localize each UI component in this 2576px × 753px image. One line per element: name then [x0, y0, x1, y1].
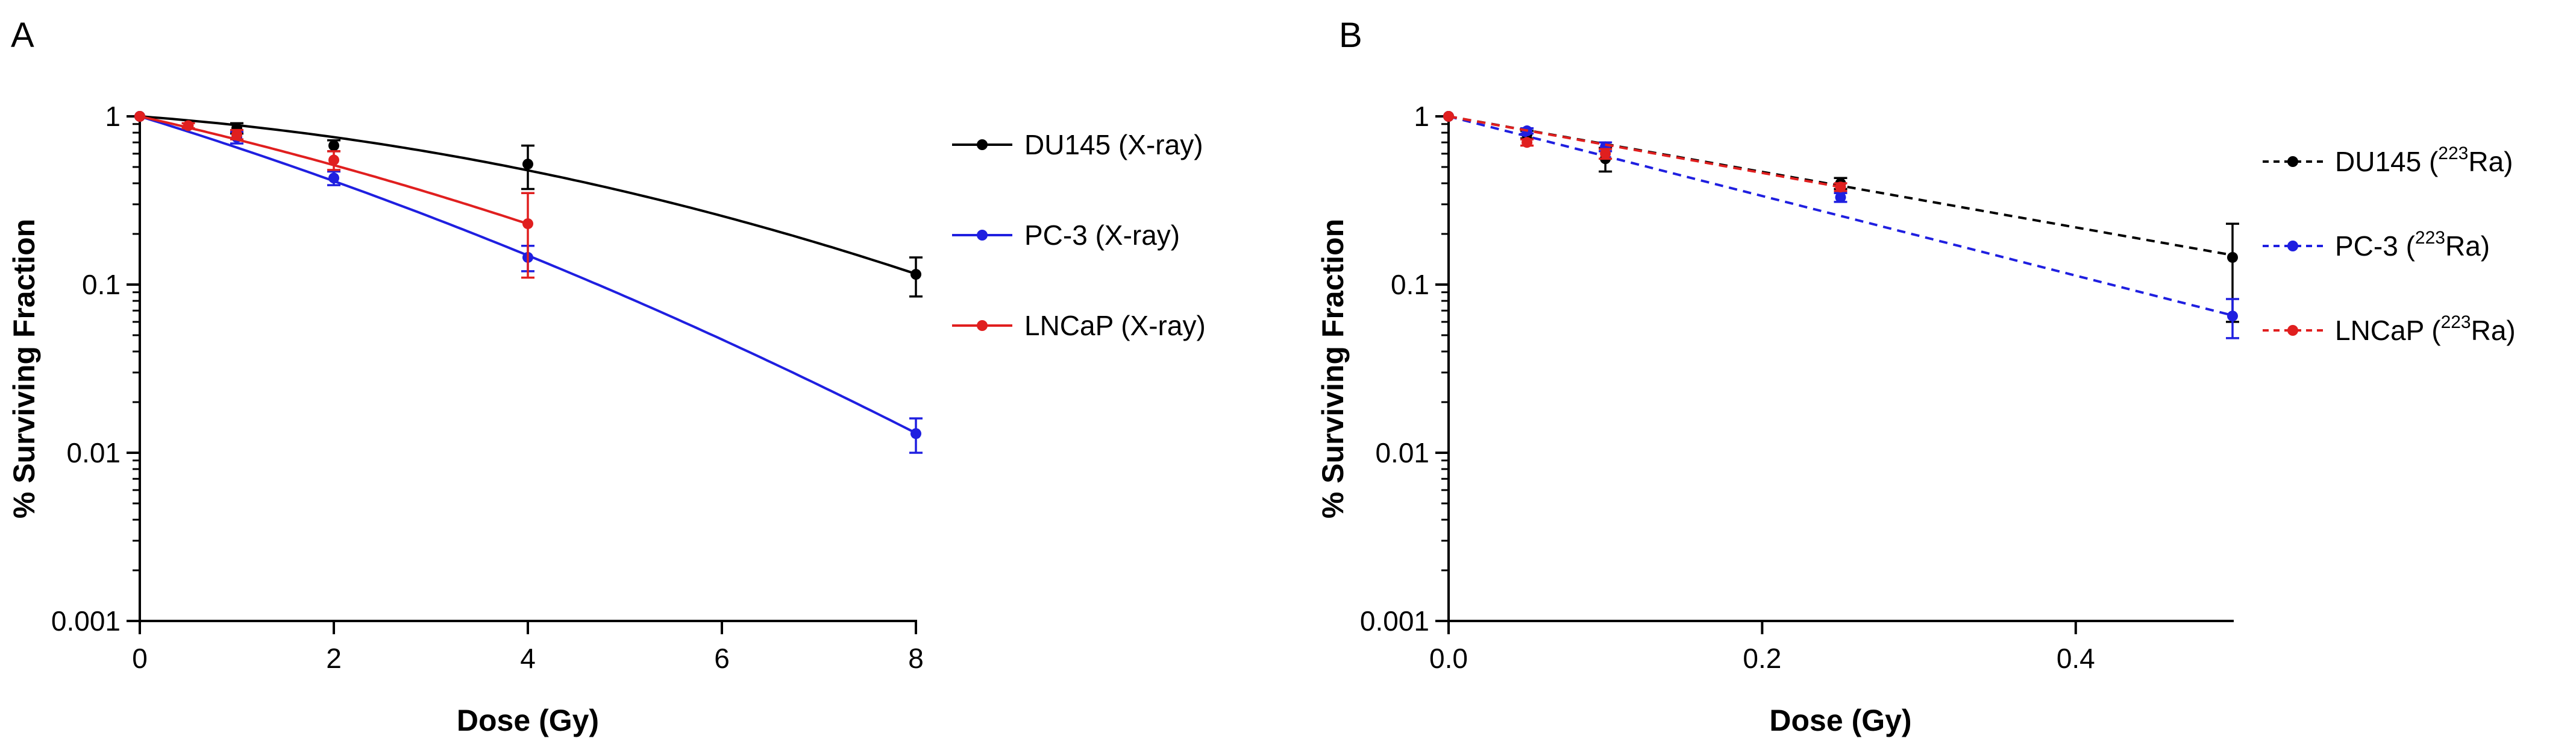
- y-axis-title: % Surviving Fraction: [1316, 219, 1350, 518]
- legend-label-superscript: 223: [2441, 312, 2471, 332]
- y-tick-label: 0.1: [1391, 269, 1429, 300]
- y-axis-title: % Surviving Fraction: [7, 219, 41, 518]
- x-tick-label: 0.2: [1743, 643, 1781, 674]
- y-tick-label: 1: [105, 101, 121, 132]
- panel-label: A: [11, 16, 34, 55]
- x-tick-label: 4: [520, 643, 536, 674]
- data-point: [328, 172, 339, 184]
- x-tick-label: 0.4: [2057, 643, 2095, 674]
- data-point: [1521, 137, 1533, 148]
- legend-label-prefix: LNCaP (X-ray): [1024, 310, 1206, 341]
- data-point: [231, 129, 242, 140]
- x-tick-label: 2: [326, 643, 342, 674]
- y-tick-label: 0.01: [66, 437, 121, 468]
- data-point: [1835, 192, 1846, 203]
- legend-label-prefix: PC-3 (X-ray): [1024, 219, 1180, 251]
- y-tick-label: 0.001: [1360, 605, 1429, 637]
- legend-label-suffix: Ra): [2471, 315, 2516, 346]
- fit-curve: [1448, 115, 1841, 189]
- x-tick-label: 0: [132, 643, 148, 674]
- legend-label-superscript: 223: [2438, 143, 2468, 163]
- data-point: [910, 269, 921, 280]
- data-point: [910, 428, 921, 440]
- y-tick-label: 0.1: [82, 269, 121, 300]
- data-point: [1600, 148, 1611, 159]
- legend-label-suffix: Ra): [2445, 230, 2490, 262]
- legend-label-prefix: DU145 (X-ray): [1024, 129, 1203, 160]
- legend-label: LNCaP (223Ra): [2335, 312, 2516, 346]
- legend-label: DU145 (223Ra): [2335, 143, 2513, 177]
- data-point: [134, 111, 145, 122]
- legend-label-prefix: DU145 (: [2335, 146, 2439, 177]
- legend-marker: [977, 320, 988, 331]
- legend-label-prefix: LNCaP (: [2335, 315, 2441, 346]
- data-point: [1835, 181, 1846, 193]
- series-2: [134, 111, 534, 279]
- y-tick-label: 0.001: [51, 605, 121, 637]
- legend-label: DU145 (X-ray): [1024, 129, 1203, 160]
- series-1: [1443, 111, 2239, 339]
- legend-marker: [2287, 241, 2298, 251]
- data-point: [522, 159, 533, 170]
- data-point: [328, 154, 339, 166]
- x-tick-label: 0.0: [1429, 643, 1468, 674]
- legend-marker: [977, 139, 988, 150]
- legend-label-superscript: 223: [2415, 228, 2445, 248]
- legend-label: PC-3 (223Ra): [2335, 228, 2490, 262]
- legend-label-suffix: Ra): [2468, 146, 2513, 177]
- fit-curve: [1448, 115, 2233, 317]
- chart-panel-a: A 1 0.1 0.01 0.001 0 2 4 6 8 Dose (Gy) % Surviving …: [7, 16, 1206, 737]
- legend-marker: [2287, 325, 2298, 336]
- x-axis-title: Dose (Gy): [457, 704, 599, 737]
- legend-label-prefix: PC-3 (: [2335, 230, 2416, 262]
- data-point: [2227, 310, 2238, 322]
- x-axis-title: Dose (Gy): [1769, 704, 1911, 737]
- data-point: [328, 140, 339, 151]
- x-tick-label: 6: [714, 643, 730, 674]
- panel-label: B: [1339, 16, 1362, 55]
- series-2: [1443, 111, 1847, 193]
- y-tick-label: 1: [1414, 101, 1429, 132]
- legend-label: LNCaP (X-ray): [1024, 310, 1206, 341]
- legend-marker: [2287, 156, 2298, 167]
- data-point: [2227, 251, 2238, 263]
- legend-marker: [977, 230, 988, 241]
- x-tick-label: 8: [908, 643, 924, 674]
- y-tick-label: 0.01: [1375, 437, 1429, 468]
- data-point: [183, 120, 194, 131]
- legend-label: PC-3 (X-ray): [1024, 219, 1180, 251]
- data-point: [522, 218, 533, 230]
- data-point: [1443, 111, 1454, 122]
